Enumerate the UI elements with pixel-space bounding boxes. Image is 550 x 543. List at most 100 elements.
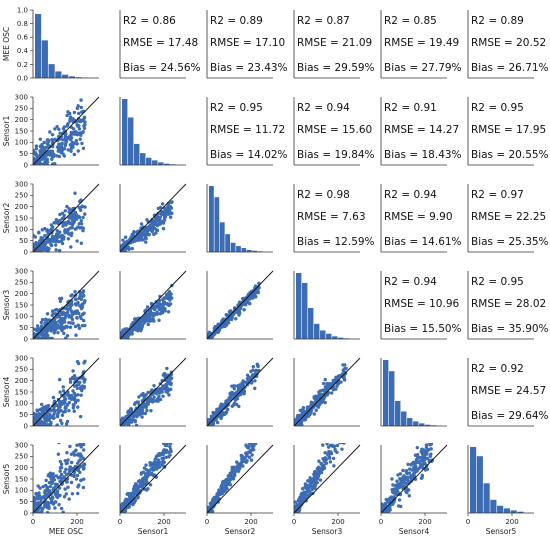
y-tick-label: 0.2 bbox=[17, 61, 28, 69]
panel-2-0: 0 50 100 150 200 250 300 Sensor2 bbox=[2, 180, 100, 256]
scatter-point bbox=[69, 480, 74, 485]
stat-bias: Bias = 15.50% bbox=[384, 323, 462, 335]
panel-1-5: R2 = 0.95 RMSE = 17.95 Bias = 20.55% bbox=[467, 97, 549, 166]
scatter-point bbox=[161, 211, 165, 215]
scatter-point bbox=[69, 321, 74, 325]
scatter-point bbox=[62, 495, 67, 499]
scatter-point bbox=[341, 363, 345, 367]
scatter-point bbox=[50, 327, 54, 332]
y-tick-label: 0.8 bbox=[17, 20, 28, 28]
scatter-point bbox=[45, 157, 49, 161]
y-tick-label: 50 bbox=[19, 411, 28, 419]
scatter-point bbox=[35, 243, 39, 247]
histogram-bar bbox=[503, 508, 510, 513]
scatter-point bbox=[44, 317, 48, 322]
scatter-point bbox=[168, 433, 171, 436]
scatter-point bbox=[308, 489, 312, 494]
scatter-point bbox=[421, 459, 425, 463]
scatter-point bbox=[48, 422, 53, 426]
scatter-point bbox=[294, 419, 298, 423]
scatter-point bbox=[75, 123, 79, 127]
scatter-point bbox=[321, 443, 325, 447]
scatter-point bbox=[35, 247, 39, 251]
scatter-point bbox=[327, 451, 331, 455]
scatter-point bbox=[75, 473, 80, 478]
scatter-point bbox=[170, 436, 173, 439]
scatter-point bbox=[50, 313, 54, 317]
scatter-point bbox=[80, 388, 84, 393]
scatter-point bbox=[169, 438, 172, 441]
scatter-point bbox=[75, 386, 79, 391]
panel-4-0: 0 50 100 150 200 250 300 Sensor4 bbox=[2, 354, 100, 430]
scatter-point bbox=[215, 420, 220, 425]
scatter-point bbox=[33, 158, 37, 162]
scatter-point bbox=[165, 302, 170, 306]
scatter-point bbox=[120, 505, 125, 509]
histogram-bar bbox=[476, 456, 483, 513]
histogram-bar bbox=[252, 250, 258, 252]
scatter-point bbox=[67, 471, 71, 475]
scatter-point bbox=[57, 377, 62, 382]
x-tick-label: 200 bbox=[505, 518, 518, 526]
scatter-point bbox=[79, 454, 84, 459]
scatter-point bbox=[51, 395, 56, 400]
scatter-point bbox=[413, 468, 418, 472]
scatter-point bbox=[338, 435, 341, 438]
scatter-point bbox=[122, 416, 127, 420]
scatter-point bbox=[133, 327, 137, 331]
scatter-point bbox=[385, 498, 389, 502]
scatter-point bbox=[34, 508, 38, 513]
scatter-point bbox=[155, 465, 159, 469]
scatter-point bbox=[80, 324, 84, 328]
panel-0-3: R2 = 0.87 RMSE = 21.09 Bias = 29.59% bbox=[293, 10, 375, 79]
scatter-point bbox=[411, 475, 416, 479]
scatter-point bbox=[78, 314, 83, 319]
histogram-bar bbox=[140, 153, 146, 165]
panel-1-4: R2 = 0.91 RMSE = 14.27 Bias = 18.43% bbox=[380, 97, 462, 166]
histogram-bar bbox=[338, 337, 344, 339]
scatter-point bbox=[233, 469, 238, 473]
scatter-point bbox=[53, 317, 57, 321]
identity-line bbox=[380, 444, 448, 514]
scatter-point bbox=[80, 384, 85, 388]
stat-rmse: RMSE = 10.96 bbox=[384, 298, 460, 310]
scatter-point bbox=[74, 297, 78, 302]
scatter-point bbox=[65, 204, 69, 209]
scatter-point bbox=[156, 211, 160, 216]
scatter-point bbox=[309, 480, 313, 485]
scatter-point bbox=[58, 479, 62, 484]
stat-rmse: RMSE = 19.49 bbox=[384, 37, 459, 49]
scatter-point bbox=[57, 443, 61, 445]
scatter-point bbox=[161, 226, 166, 231]
scatter-point bbox=[66, 148, 70, 152]
scatter-point bbox=[164, 382, 168, 387]
scatter-point bbox=[69, 149, 73, 153]
histogram-bar bbox=[302, 282, 308, 339]
scatter-point bbox=[161, 394, 165, 398]
x-tick-label: 0 bbox=[379, 518, 383, 526]
scatter-point bbox=[211, 422, 216, 426]
scatter-point bbox=[156, 458, 160, 462]
scatter-point bbox=[51, 475, 56, 480]
scatter-point bbox=[61, 224, 65, 228]
scatter-point bbox=[59, 472, 64, 477]
scatter-point bbox=[77, 296, 81, 301]
stat-r2: R2 = 0.94 bbox=[384, 189, 437, 201]
scatter-points bbox=[120, 200, 174, 252]
scatter-point bbox=[72, 212, 76, 217]
scatter-point bbox=[318, 402, 322, 407]
scatter-point bbox=[170, 439, 173, 442]
scatter-point bbox=[123, 250, 128, 252]
scatter-point bbox=[160, 390, 164, 394]
scatter-point bbox=[71, 369, 75, 373]
histogram-bar bbox=[246, 250, 252, 252]
scatter-point bbox=[251, 364, 256, 369]
scatter-point bbox=[39, 500, 43, 504]
y-tick-label: 150 bbox=[15, 301, 28, 309]
scatter-point bbox=[81, 485, 86, 490]
histogram-bar bbox=[41, 40, 48, 78]
scatter-point bbox=[61, 510, 65, 513]
stat-rmse: RMSE = 21.09 bbox=[297, 37, 372, 49]
stat-rmse: RMSE = 24.57 bbox=[471, 385, 546, 397]
